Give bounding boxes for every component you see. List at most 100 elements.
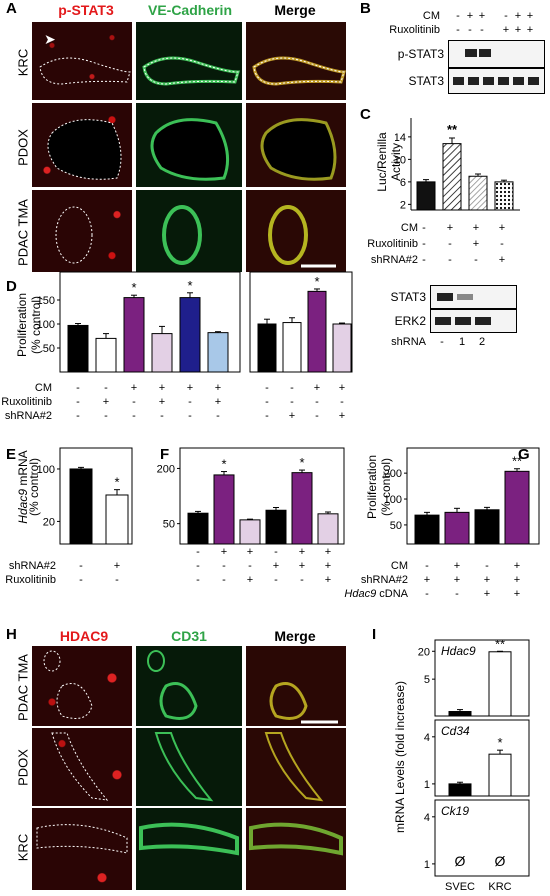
c-row-label: Ruxolitinib — [367, 238, 418, 250]
row-label-pdac-tma-h: PDAC TMA — [15, 654, 31, 721]
d-rux-sign: - — [315, 396, 319, 408]
i-ytick-label: 1 — [424, 779, 430, 791]
bar — [416, 181, 436, 211]
d-cm-sign: - — [265, 382, 269, 394]
e-row-label: shRNA#2 — [8, 560, 56, 572]
f-cm-sign: + — [324, 546, 332, 558]
sig-label: ** — [495, 636, 505, 651]
f-sh-sign: - — [196, 560, 200, 572]
c-blot-axis: shRNA — [391, 336, 426, 348]
i-gene-label: Cd34 — [441, 724, 470, 738]
chart-g: 50 100 200 ** — [385, 447, 540, 545]
f-rux-sign: + — [324, 574, 332, 586]
b-cm-sign: + — [514, 10, 522, 22]
micrograph-tma-vecad — [136, 190, 242, 272]
c-sh-sign: - — [474, 254, 478, 266]
c-blot-lane: 2 — [478, 336, 486, 348]
c-blot-erk2 — [430, 309, 517, 333]
b-cm-sign: + — [478, 10, 486, 22]
d-sh-sign: - — [216, 410, 220, 422]
f-sh-sign: - — [222, 560, 226, 572]
micrograph-pdox-hdac9 — [32, 728, 132, 806]
c-ytick-label: 2 — [400, 199, 406, 211]
col-header-merge-h: Merge — [274, 628, 316, 644]
d-cm-sign: + — [313, 382, 321, 394]
d-rux-sign: + — [214, 396, 222, 408]
f-rux-sign: - — [300, 574, 304, 586]
sig-label: * — [314, 274, 319, 289]
b-cm-sign: - — [456, 10, 460, 22]
panel-c-letter: C — [360, 106, 371, 123]
c-rux-sign: - — [500, 238, 504, 250]
f-ytick-label: 200 — [157, 463, 175, 475]
g-cm-sign: + — [513, 560, 521, 572]
b-rux-sign: - — [468, 24, 472, 36]
bar — [239, 519, 261, 545]
d-sh-sign: + — [288, 410, 296, 422]
bar — [282, 322, 302, 373]
f-ytick-label: 50 — [163, 519, 175, 531]
e-rux-sign: - — [115, 574, 119, 586]
null-symbol: Ø — [495, 853, 506, 869]
c-blot-stat3 — [430, 285, 517, 309]
i-ytick-label: 4 — [424, 812, 430, 824]
d-sh-sign: - — [160, 410, 164, 422]
e-rux-sign: - — [79, 574, 83, 586]
arrowhead-icon: ➤ — [44, 31, 56, 47]
micrograph-tma-hdac9 — [32, 646, 132, 726]
c-row-label: CM — [400, 222, 418, 234]
bar — [67, 324, 89, 373]
micrograph-tma-merge — [246, 190, 346, 272]
g-cdna-sign: - — [455, 588, 459, 600]
bar — [317, 513, 339, 545]
sig-label: * — [221, 457, 226, 472]
d-row-label: CM — [34, 382, 52, 394]
bar — [187, 512, 209, 545]
bar — [448, 711, 472, 717]
d-ytick-label: 50 — [43, 343, 55, 355]
g-sh-sign: + — [513, 574, 521, 586]
e-row-label: Ruxolitinib — [5, 574, 56, 586]
g-cm-sign: - — [425, 560, 429, 572]
d-rux-sign: - — [76, 396, 80, 408]
c-ytick-label: 10 — [395, 154, 406, 166]
c-rux-sign: - — [422, 238, 426, 250]
micrograph-krc-vecad — [136, 22, 242, 100]
bar — [468, 175, 488, 211]
d-rux-sign: - — [132, 396, 136, 408]
c-blot-lane: 1 — [458, 336, 466, 348]
f-cm-sign: - — [274, 546, 278, 558]
f-cm-sign: - — [196, 546, 200, 558]
b-cm-label: CM — [422, 10, 440, 22]
d-cm-sign: + — [130, 382, 138, 394]
f-rux-sign: - — [196, 574, 200, 586]
b-rux-sign: + — [526, 24, 534, 36]
row-label-pdox-h: PDOX — [15, 749, 31, 786]
g-cm-sign: - — [485, 560, 489, 572]
b-rux-label: Ruxolitinib — [389, 24, 440, 36]
e-sh-sign: - — [79, 560, 83, 572]
d-sh-sign: - — [76, 410, 80, 422]
f-sh-sign: + — [324, 560, 332, 572]
b-blot-pstat3 — [448, 40, 545, 68]
d-cm-sign: + — [186, 382, 194, 394]
g-cdna-sign: - — [425, 588, 429, 600]
c-sh-sign: - — [422, 254, 426, 266]
d-cm-sign: - — [104, 382, 108, 394]
bar — [474, 509, 500, 545]
d-rux-sign: + — [158, 396, 166, 408]
f-cm-sign: + — [298, 546, 306, 558]
d-rux-sign: - — [290, 396, 294, 408]
bar — [69, 468, 93, 545]
sig-label: * — [299, 455, 304, 470]
c-ytick-label: 14 — [395, 132, 406, 144]
c-rux-sign: - — [448, 238, 452, 250]
e-sh-sign: + — [113, 560, 121, 572]
c-band-stat3: STAT3 — [390, 290, 426, 304]
bar — [332, 323, 352, 373]
c-blot-lane: - — [440, 336, 444, 348]
f-rux-sign: + — [246, 574, 254, 586]
micrograph-pdox-merge — [246, 103, 346, 187]
d-cm-sign: - — [290, 382, 294, 394]
c-sh-sign: + — [498, 254, 506, 266]
